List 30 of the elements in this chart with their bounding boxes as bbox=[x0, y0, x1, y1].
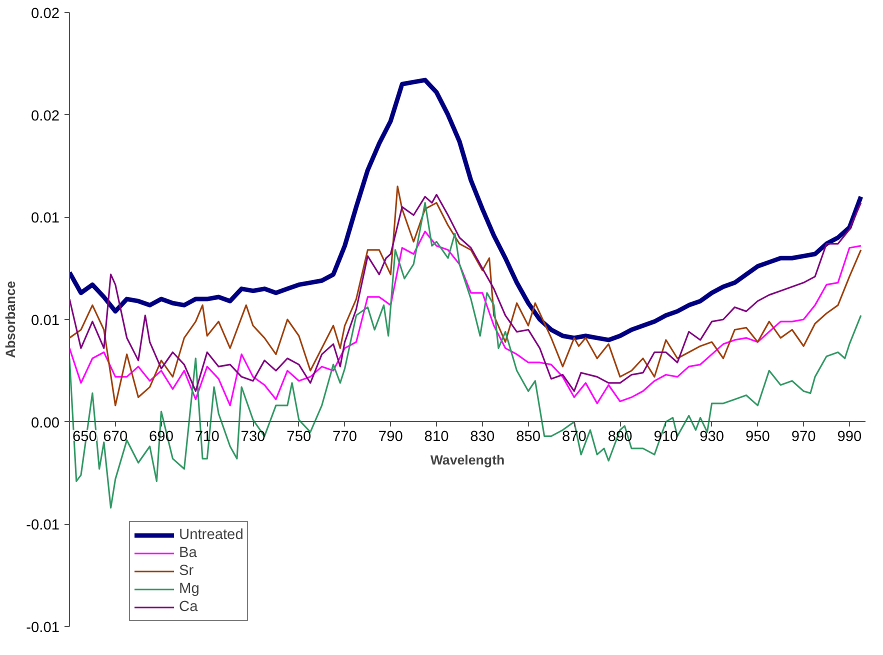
x-tick-label: 830 bbox=[470, 428, 495, 445]
line-series bbox=[70, 230, 862, 406]
x-tick-label: 650 bbox=[72, 428, 97, 445]
legend-label: Ca bbox=[179, 598, 199, 616]
x-axis-title: Wavelength bbox=[430, 452, 505, 468]
legend-label: Sr bbox=[179, 562, 195, 580]
y-tick-label: -0.01 bbox=[26, 518, 60, 534]
x-tick-label: 750 bbox=[286, 428, 312, 445]
line-series bbox=[70, 202, 862, 509]
y-tick-label: 0.01 bbox=[30, 313, 60, 329]
x-tick-label: 950 bbox=[745, 428, 770, 445]
x-tick-label: 990 bbox=[837, 428, 862, 445]
y-tick-label: 0.01 bbox=[30, 210, 60, 227]
x-tick-label: 670 bbox=[103, 428, 128, 445]
y-tick-label: 0.02 bbox=[30, 108, 60, 124]
line-series bbox=[70, 78, 864, 342]
y-axis-title: Absorbance bbox=[3, 280, 18, 358]
y-tick-label: -0.01 bbox=[26, 620, 60, 636]
x-tick-label: 930 bbox=[700, 428, 724, 445]
y-tick-label: 0.02 bbox=[30, 6, 60, 22]
x-tick-label: 730 bbox=[240, 428, 266, 445]
legend-label: Mg bbox=[179, 580, 200, 598]
x-tick-label: 810 bbox=[424, 428, 449, 445]
x-tick-label: 770 bbox=[332, 428, 358, 445]
x-tick-label: 850 bbox=[516, 428, 541, 445]
x-tick-label: 790 bbox=[378, 428, 403, 445]
y-tick-label: 0.00 bbox=[30, 415, 60, 432]
x-tick-label: 970 bbox=[791, 428, 816, 445]
legend-label: Ba bbox=[179, 544, 198, 562]
legend-label: Untreated bbox=[179, 526, 244, 544]
